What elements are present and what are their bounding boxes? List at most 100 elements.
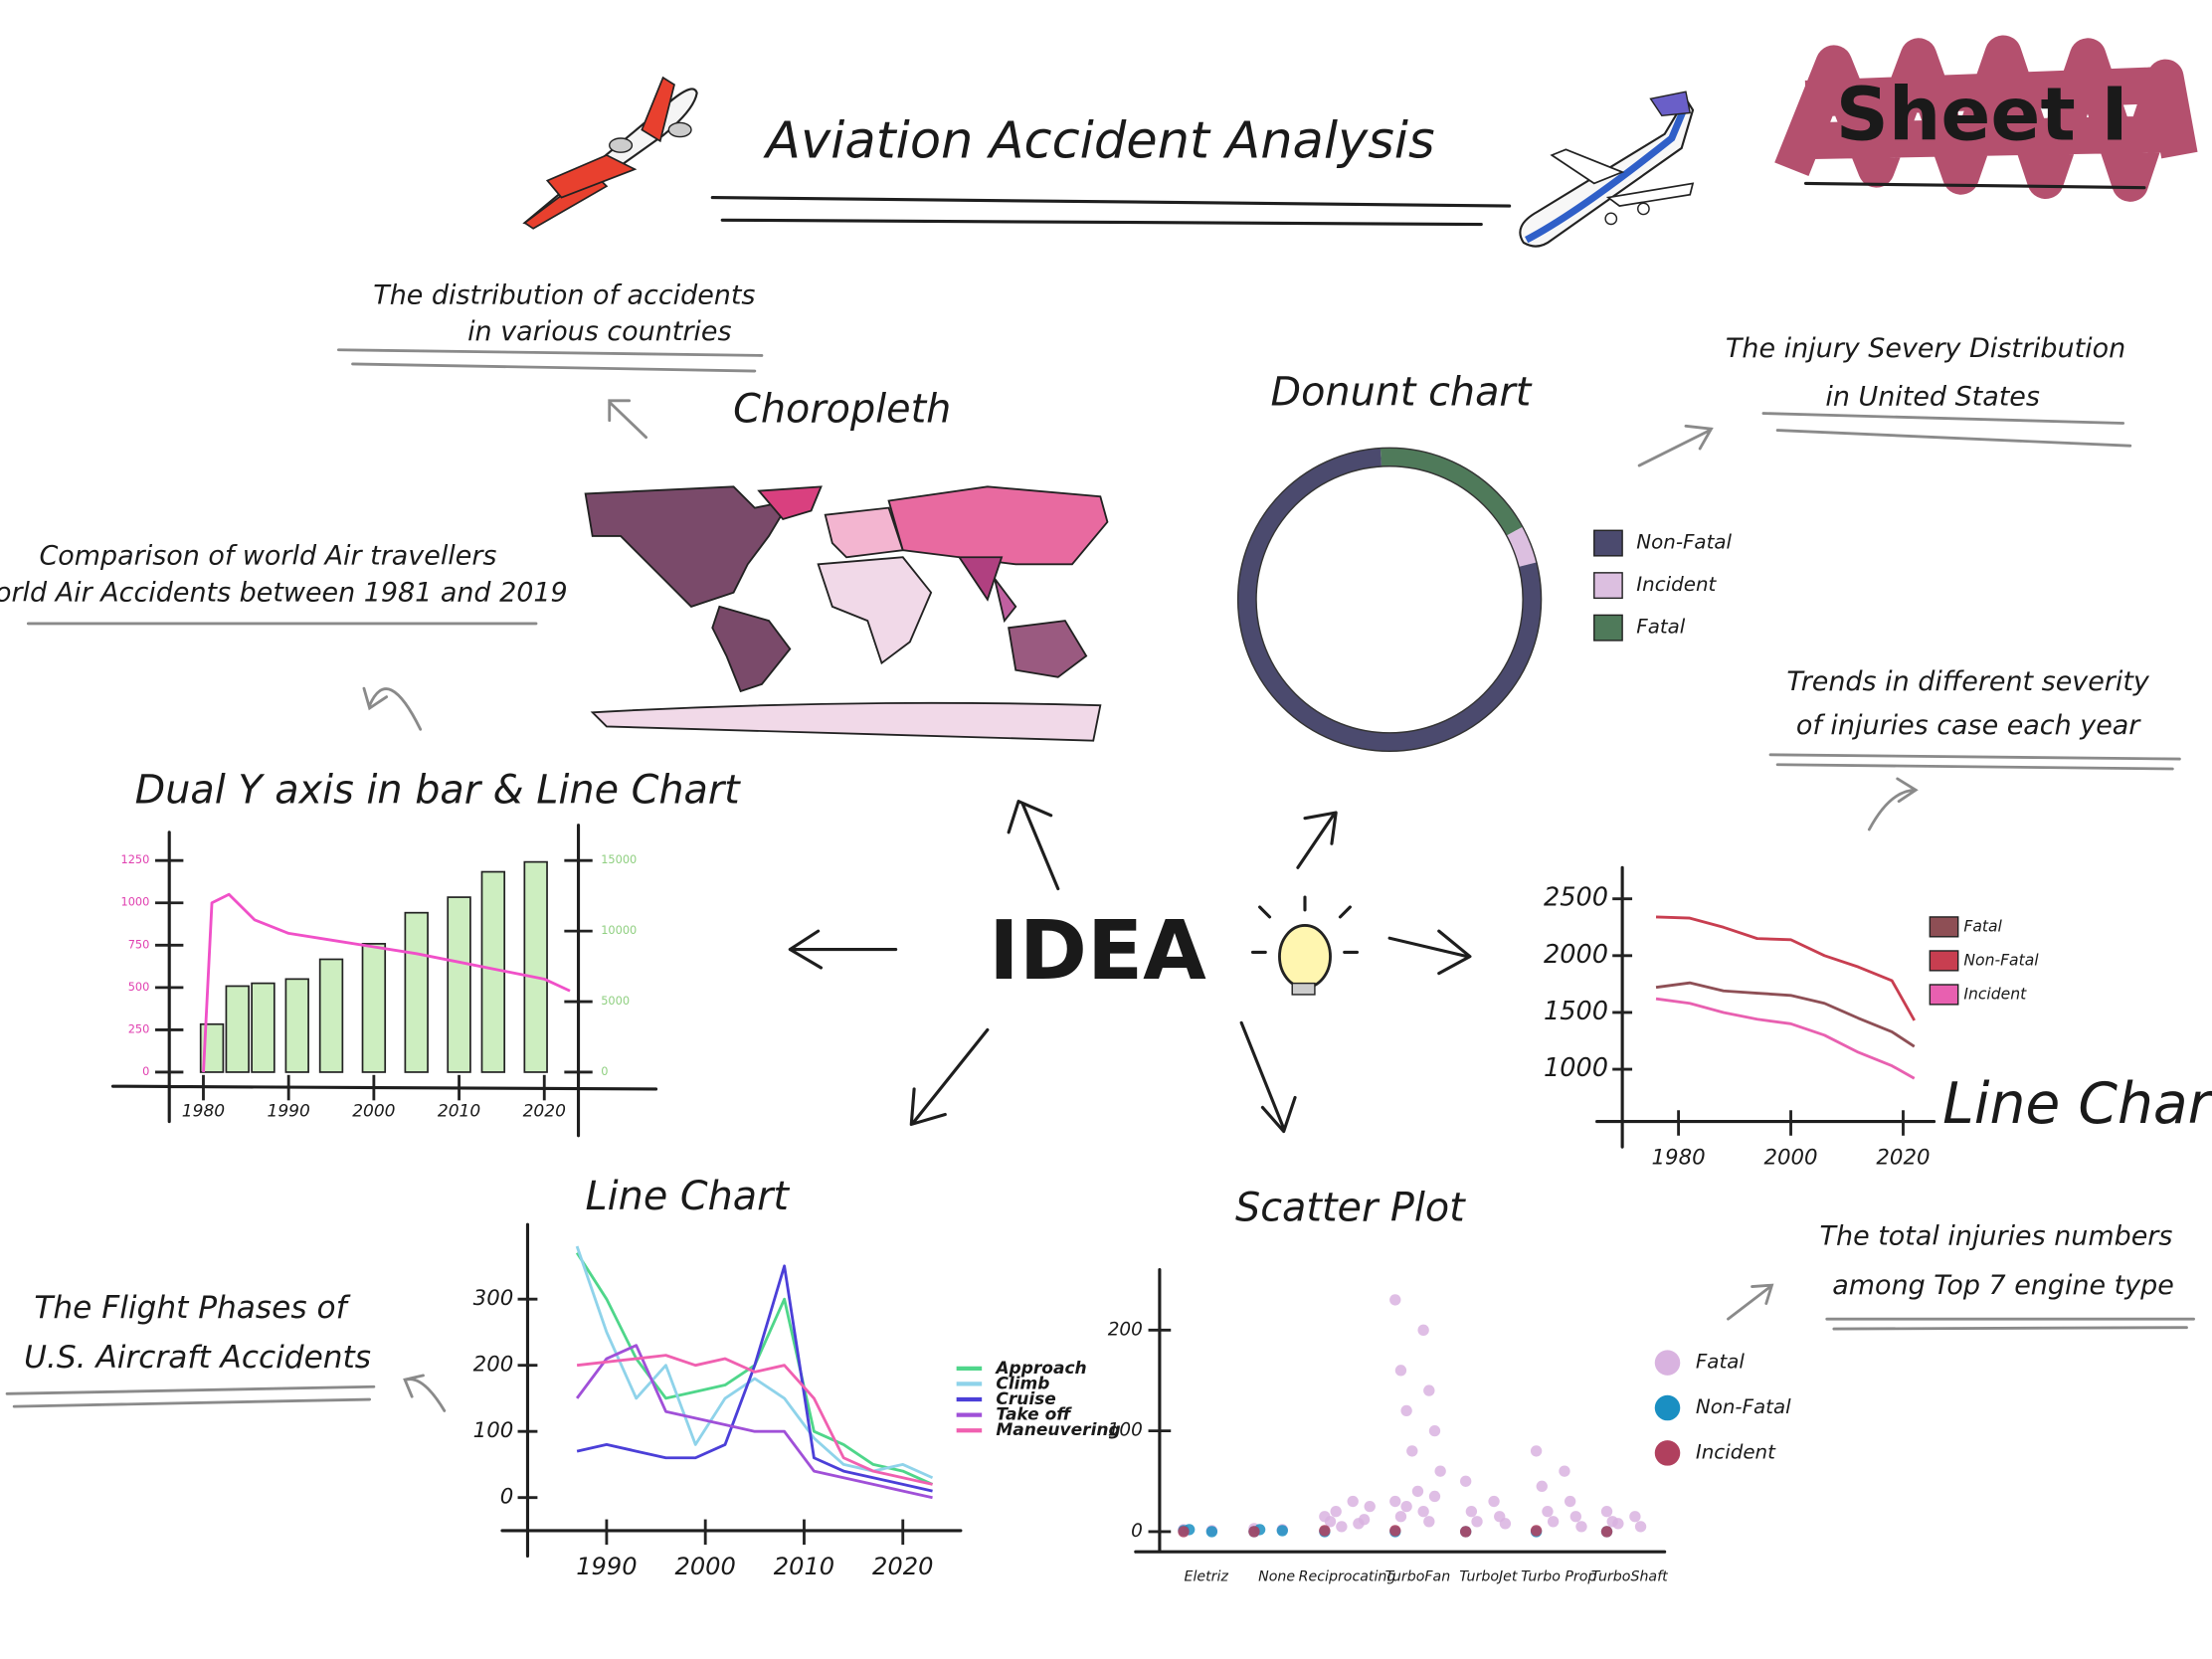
scatter-point <box>1394 1511 1407 1523</box>
note-arrow <box>1867 777 1919 831</box>
donut-outline <box>1236 447 1543 752</box>
donut-segment <box>1380 448 1523 536</box>
bar <box>284 978 309 1073</box>
legend-swatch <box>1654 1350 1681 1376</box>
x-tick-label: 2020 <box>523 1102 566 1122</box>
note-line: among Top 7 engine type <box>1832 1270 2174 1301</box>
scatter-point <box>1460 1526 1472 1538</box>
legend-label: Fatal <box>1963 917 2002 935</box>
donut-segment <box>1237 448 1542 752</box>
y-tick-label: 1000 <box>121 895 150 909</box>
series-line <box>1655 997 1916 1080</box>
y-tick-label: 500 <box>128 980 150 994</box>
scatter-point <box>1330 1506 1342 1518</box>
y2-tick-label: 5000 <box>601 994 630 1008</box>
idea-arrows <box>788 800 1472 1134</box>
x-tick-label: 2000 <box>675 1553 736 1580</box>
scatter-point <box>1536 1480 1548 1493</box>
center-idea: IDEA <box>989 904 1206 999</box>
x-tick-label: 2020 <box>1876 1145 1930 1170</box>
legend-swatch <box>1929 916 1959 938</box>
panel-title: Scatter Plot <box>1235 1185 1466 1230</box>
scatter-point <box>1634 1521 1647 1533</box>
x-tick-label: None <box>1258 1569 1295 1585</box>
axis-line <box>1134 1267 1667 1554</box>
lightbulb <box>1250 895 1360 996</box>
scatter-point <box>1600 1506 1613 1518</box>
note-line: in various countries <box>467 316 731 347</box>
note-line: The injury Severy Distribution <box>1726 333 2125 364</box>
series-line <box>202 892 571 1073</box>
bar <box>523 860 548 1073</box>
legend-label: Incident <box>1963 985 2027 1003</box>
x-tick-label: 1980 <box>182 1102 225 1122</box>
note-arrow <box>362 686 423 731</box>
legend-label: Cruise <box>996 1389 1056 1409</box>
scatter-point <box>1389 1525 1401 1537</box>
note-line: The total injuries numbers <box>1820 1220 2173 1251</box>
note-arrow <box>608 399 648 440</box>
y-tick-label: 200 <box>1108 1319 1143 1340</box>
panel-title: Line Chart <box>1942 1071 2212 1137</box>
x-tick-label: 2020 <box>872 1553 933 1580</box>
legend-label: Non-Fatal <box>1963 951 2039 969</box>
donut-outline <box>1255 465 1524 734</box>
y-tick-label: 0 <box>1131 1521 1143 1542</box>
x-tick-label: TurboShaft <box>1591 1569 1668 1585</box>
legend-swatch <box>1929 950 1959 972</box>
scatter-point <box>1389 1294 1401 1306</box>
y-tick-label: 250 <box>128 1021 150 1035</box>
x-tick-label: 1990 <box>576 1553 637 1580</box>
title-underline <box>710 196 1512 227</box>
legend-label: Fatal <box>1636 616 1686 639</box>
scatter-point <box>1319 1525 1331 1537</box>
axis-line <box>1595 865 1936 1149</box>
panel-title: Choropleth <box>733 387 951 433</box>
note-underline <box>1761 412 2132 448</box>
scatter-point <box>1389 1495 1401 1508</box>
series-line <box>1655 981 1916 1048</box>
y-tick-label: 1500 <box>1544 997 1608 1026</box>
y-tick-label: 2000 <box>1544 940 1608 970</box>
series-line <box>576 1264 933 1493</box>
bar <box>480 870 506 1073</box>
y-tick-label: 2500 <box>1544 883 1608 913</box>
sheet-label: Sheet I <box>1836 74 2128 158</box>
bar <box>318 958 344 1073</box>
legend-label: Fatal <box>1696 1351 1746 1374</box>
note-line: of injuries case each year <box>1796 710 2141 741</box>
scatter-point <box>1434 1465 1446 1477</box>
x-tick-label: Eletriz <box>1185 1569 1229 1585</box>
legend-swatch <box>1593 614 1623 642</box>
panel-title: Line Chart <box>586 1174 791 1219</box>
scatter-point <box>1417 1506 1429 1518</box>
note-line: in United States <box>1825 381 2040 412</box>
note-line: The Flight Phases of <box>34 1290 350 1326</box>
note-arrow <box>1727 1283 1774 1321</box>
scatter-point <box>1336 1521 1348 1533</box>
legend-label: Maneuvering <box>996 1420 1120 1440</box>
scatter-point <box>1400 1500 1412 1513</box>
x-tick-label: TurboFan <box>1385 1569 1451 1585</box>
legend-swatch <box>1654 1394 1681 1421</box>
series-line <box>1655 915 1916 1021</box>
x-tick-label: TurboJet <box>1459 1569 1518 1585</box>
legend-label: Approach <box>994 1359 1086 1379</box>
x-tick-label: 2010 <box>774 1553 834 1580</box>
scatter-point <box>1569 1511 1581 1523</box>
bar <box>404 911 429 1073</box>
scatter-point <box>1471 1516 1483 1528</box>
note-line: The distribution of accidents <box>373 279 755 310</box>
scatter-point <box>1364 1500 1376 1513</box>
x-tick-label: 2000 <box>352 1102 395 1122</box>
scatter-point <box>1465 1506 1478 1518</box>
series-line <box>576 1354 933 1486</box>
legend-swatch <box>1929 984 1959 1006</box>
legend-label: Incident <box>1696 1440 1776 1463</box>
legend-swatch <box>1654 1440 1681 1466</box>
bar <box>251 982 276 1073</box>
y2-tick-label: 0 <box>601 1064 608 1078</box>
blue-plane <box>1519 91 1695 248</box>
note-line: Trends in different severity <box>1786 666 2150 697</box>
